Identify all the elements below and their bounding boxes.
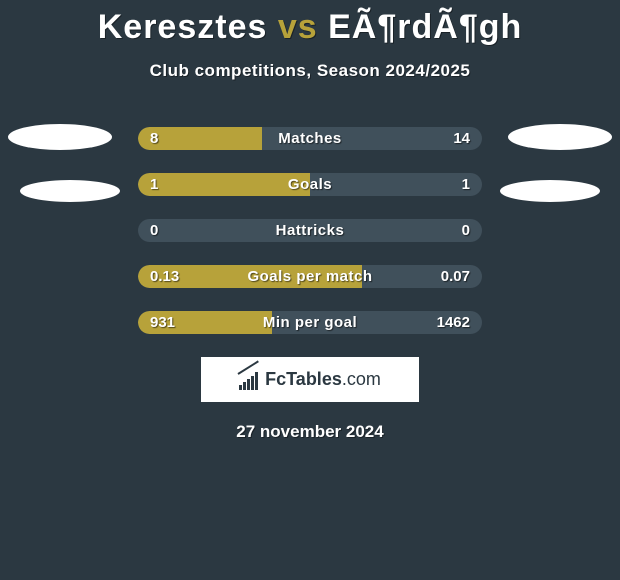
player2-photo-placeholder (508, 124, 612, 150)
vs-separator: vs (278, 8, 318, 46)
stat-right-value: 1462 (437, 311, 470, 334)
stats-container: 8 Matches 14 1 Goals 1 0 Hattricks 0 0.1… (138, 127, 482, 334)
player1-club-placeholder (20, 180, 120, 202)
stat-row: 0.13 Goals per match 0.07 (138, 265, 482, 288)
comparison-title: Keresztes vs EÃ¶rdÃ¶gh (0, 0, 620, 47)
stat-row: 0 Hattricks 0 (138, 219, 482, 242)
logo-domain: .com (342, 369, 381, 389)
subtitle: Club competitions, Season 2024/2025 (0, 61, 620, 81)
stat-row: 8 Matches 14 (138, 127, 482, 150)
stat-row: 931 Min per goal 1462 (138, 311, 482, 334)
player2-club-placeholder (500, 180, 600, 202)
logo-brand: FcTables (265, 369, 342, 389)
logo-text: FcTables.com (265, 369, 381, 390)
stat-row: 1 Goals 1 (138, 173, 482, 196)
player1-photo-placeholder (8, 124, 112, 150)
snapshot-date: 27 november 2024 (0, 422, 620, 442)
stat-label: Goals (138, 173, 482, 196)
stat-right-value: 1 (462, 173, 470, 196)
player2-name: EÃ¶rdÃ¶gh (328, 8, 522, 46)
stat-right-value: 14 (453, 127, 470, 150)
source-logo: FcTables.com (201, 357, 419, 402)
stat-label: Goals per match (138, 265, 482, 288)
stat-label: Hattricks (138, 219, 482, 242)
stat-right-value: 0 (462, 219, 470, 242)
stat-label: Matches (138, 127, 482, 150)
bar-chart-icon (239, 370, 261, 390)
stat-right-value: 0.07 (441, 265, 470, 288)
stat-label: Min per goal (138, 311, 482, 334)
player1-name: Keresztes (98, 8, 268, 46)
